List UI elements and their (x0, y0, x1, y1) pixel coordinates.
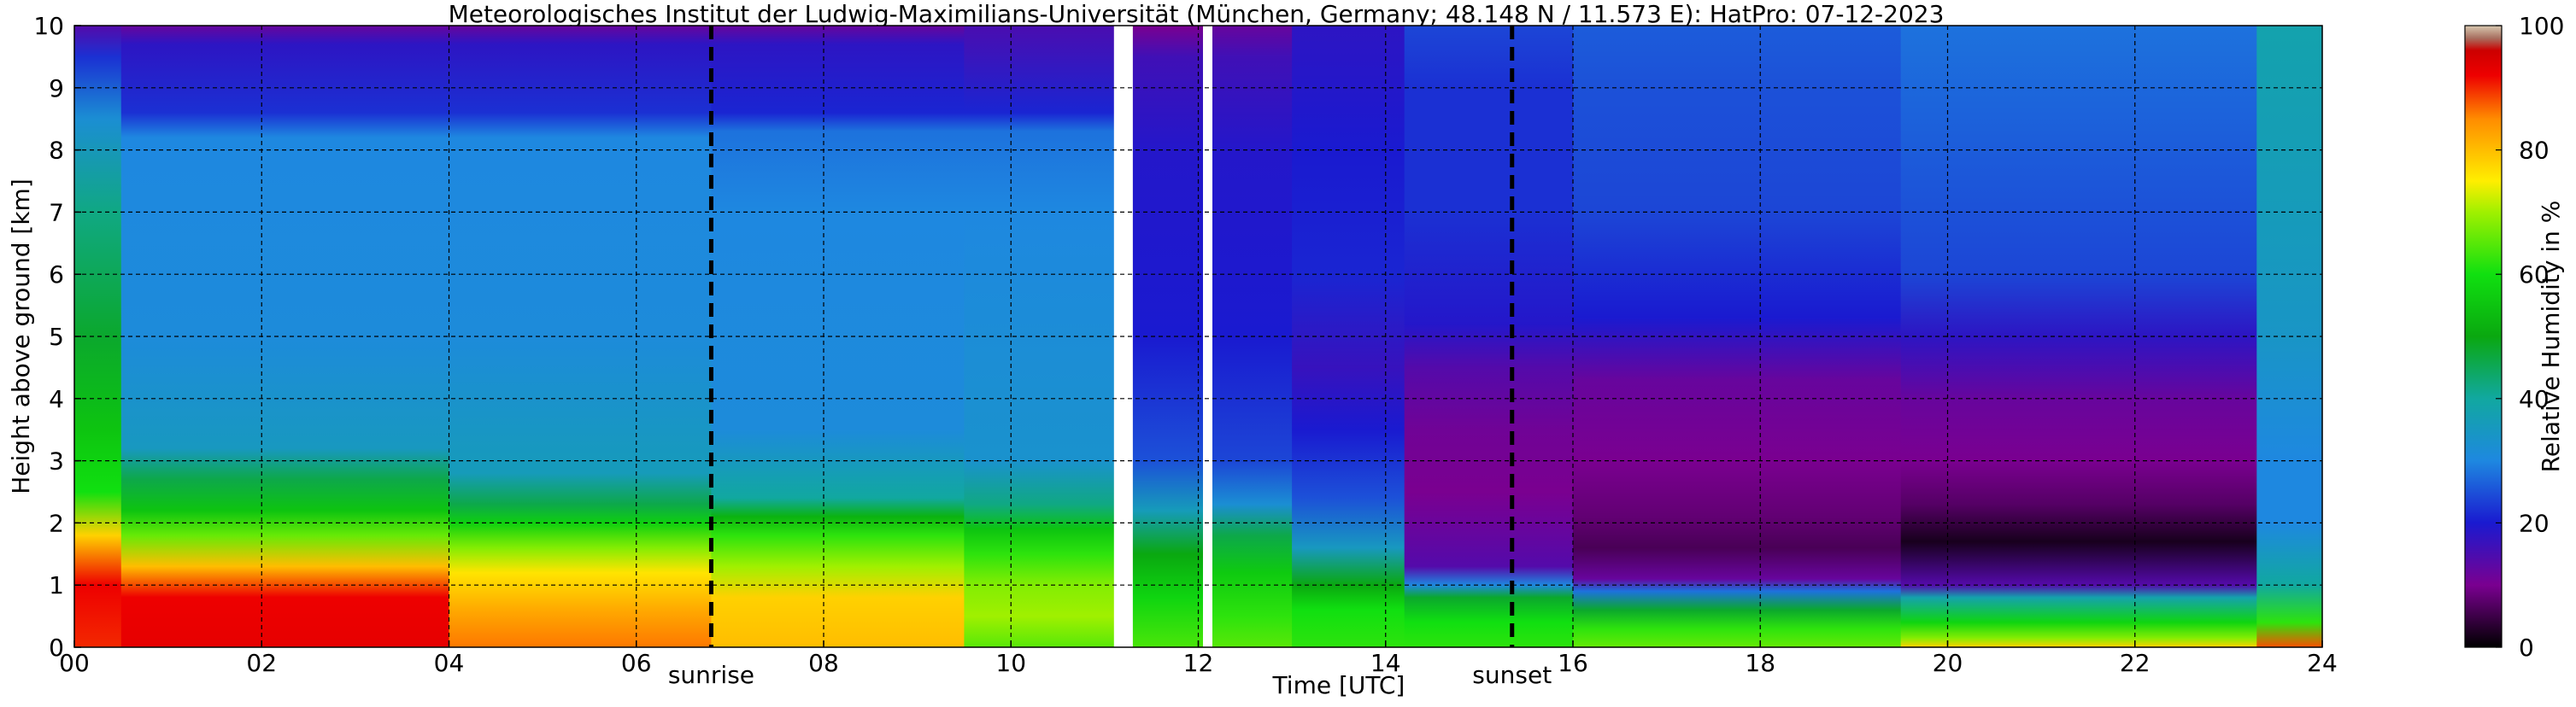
x-tick-label: 14 (1370, 649, 1401, 677)
x-tick-label: 08 (808, 649, 839, 677)
x-tick-label: 00 (59, 649, 90, 677)
y-tick-label: 3 (49, 447, 64, 476)
x-axis-label: Time [UTC] (1272, 671, 1405, 699)
y-tick-label: 1 (49, 571, 64, 599)
y-axis-label: Height above ground [km] (7, 178, 35, 494)
y-tick-label: 0 (49, 634, 64, 662)
heatmap-cell (449, 26, 712, 647)
y-tick-label: 7 (49, 198, 64, 226)
colorbar-gradient (2464, 25, 2503, 648)
x-tick-label: 04 (434, 649, 465, 677)
y-tick-label: 4 (49, 385, 64, 413)
y-tick-label: 8 (49, 137, 64, 165)
x-tick-label: 06 (621, 649, 652, 677)
y-tick-label: 5 (49, 323, 64, 351)
colorbar-tick-label: 60 (2519, 260, 2550, 289)
event-label: sunrise (668, 661, 754, 689)
x-tick-label: 02 (246, 649, 277, 677)
chart-title: Meteorologisches Institut der Ludwig-Max… (449, 0, 1945, 28)
y-tick-label: 6 (49, 260, 64, 289)
x-tick-label: 10 (995, 649, 1026, 677)
event-lines: sunrise sunset (668, 26, 1552, 689)
x-axis: 00 02 04 06 08 10 12 14 16 18 20 22 24 (59, 640, 2338, 677)
y-tick-label: 10 (33, 12, 64, 40)
colorbar: 0 20 40 60 80 100 (2464, 12, 2564, 662)
colorbar-tick-label: 40 (2519, 385, 2550, 413)
colorbar-tick-label: 20 (2519, 509, 2550, 537)
y-axis: 0 1 2 3 4 5 6 7 8 9 10 (33, 12, 81, 662)
x-tick-label: 12 (1183, 649, 1214, 677)
y-tick-label: 2 (49, 509, 64, 537)
colorbar-tick-label: 100 (2519, 12, 2564, 40)
colorbar-tick-label: 80 (2519, 137, 2550, 165)
x-tick-label: 18 (1745, 649, 1775, 677)
colorbar-tick-label: 0 (2519, 634, 2534, 662)
x-tick-label: 20 (1933, 649, 1963, 677)
colorbar-label: Relative Humidity in % (2537, 201, 2565, 473)
x-tick-label: 22 (2120, 649, 2151, 677)
y-tick-label: 9 (49, 74, 64, 102)
event-label: sunset (1472, 661, 1552, 689)
x-tick-label: 16 (1558, 649, 1588, 677)
grid-lines (74, 26, 2322, 647)
x-tick-label: 24 (2307, 649, 2338, 677)
